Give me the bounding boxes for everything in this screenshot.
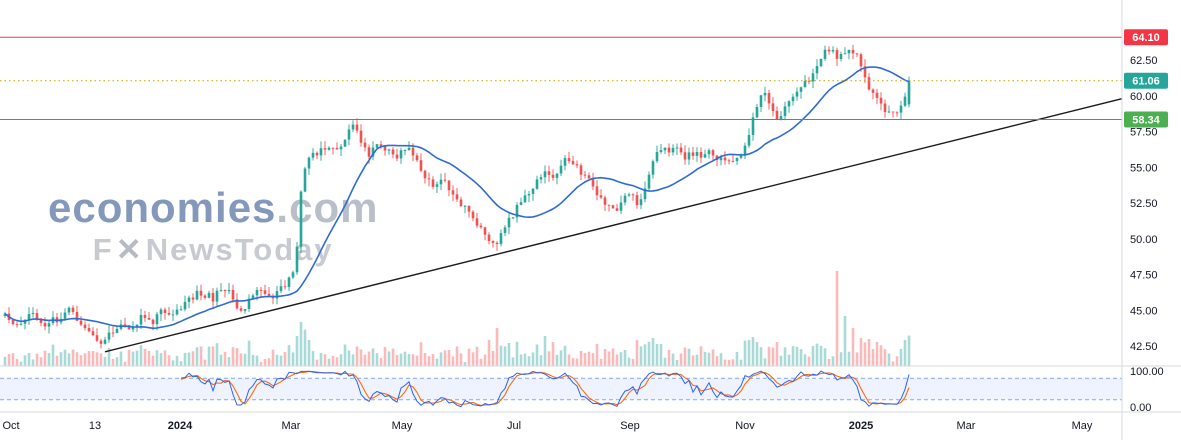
stochastic-indicator [180, 370, 910, 408]
x-axis-label: Mar [957, 420, 976, 432]
y-axis-label: 60.00 [1130, 91, 1158, 103]
candlestick-series[interactable] [3, 44, 911, 349]
price-badge-last-price[interactable]: 61.06 [1124, 72, 1168, 89]
oscillator-band [0, 377, 1122, 401]
svg-text:61.06: 61.06 [1132, 76, 1160, 88]
y-axis-label: 62.50 [1130, 55, 1158, 67]
x-axis-label: Oct [2, 420, 19, 432]
oscillator-axis-label: 0.00 [1130, 402, 1151, 414]
volume-series [3, 271, 911, 366]
price-badge-resistance[interactable]: 64.10 [1124, 29, 1168, 46]
oscillator-axis-label: 100.00 [1130, 366, 1164, 378]
price-axis[interactable]: 62.50 60.00 57.50 55.00 52.50 50.00 47.50 45.00… [1124, 29, 1168, 414]
y-axis-label: 47.50 [1130, 270, 1158, 282]
svg-text:58.34: 58.34 [1132, 115, 1160, 127]
x-axis-label: 2025 [849, 420, 873, 432]
y-axis-label: 42.50 [1130, 341, 1158, 353]
x-axis-label: May [1072, 420, 1093, 432]
y-axis-label: 45.00 [1130, 305, 1158, 317]
x-axis-label: Jul [507, 420, 521, 432]
y-axis-label: 57.50 [1130, 127, 1158, 139]
x-axis-label: 13 [89, 420, 101, 432]
x-axis-label: May [392, 420, 413, 432]
x-axis-label: Sep [620, 420, 640, 432]
ma-line[interactable] [4, 66, 910, 330]
y-axis-label: 55.00 [1130, 162, 1158, 174]
x-axis-label: Nov [735, 420, 755, 432]
time-axis[interactable]: Oct 13 2024 Mar May Jul Sep Nov 2025 Mar May [2, 420, 1092, 432]
x-axis-label: Mar [282, 420, 301, 432]
x-axis-label: 2024 [168, 420, 193, 432]
y-axis-label: 52.50 [1130, 198, 1158, 210]
trendline[interactable] [104, 98, 1123, 353]
y-axis-label: 50.00 [1130, 234, 1158, 246]
price-badge-support[interactable]: 58.34 [1124, 111, 1168, 128]
svg-text:64.10: 64.10 [1132, 32, 1160, 44]
